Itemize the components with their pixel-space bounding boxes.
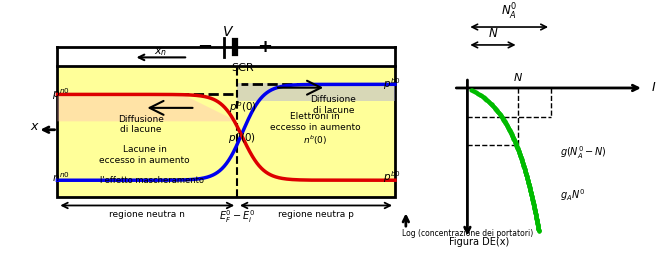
Text: $N$: $N$: [488, 27, 498, 40]
Text: $p^{b0}$: $p^{b0}$: [383, 76, 400, 92]
Text: $g(N^0_A - N)$: $g(N^0_A - N)$: [560, 144, 607, 161]
Text: l'effetto mascheramento: l'effetto mascheramento: [100, 176, 204, 185]
Text: $g_A N^0$: $g_A N^0$: [560, 188, 585, 204]
Text: $p^n(0)$: $p^n(0)$: [228, 131, 256, 146]
Text: $n^{n0}$: $n^{n0}$: [52, 170, 70, 184]
Text: $E^0_F - E^0_i$: $E^0_F - E^0_i$: [219, 208, 255, 225]
Text: Lacune in
eccesso in aumento: Lacune in eccesso in aumento: [99, 145, 190, 165]
Text: Log (concentrazione dei portatori): Log (concentrazione dei portatori): [402, 229, 534, 238]
Text: Diffusione
di lacune: Diffusione di lacune: [118, 115, 164, 134]
Text: regione neutra p: regione neutra p: [278, 210, 354, 219]
Text: x: x: [30, 120, 38, 133]
Text: SCR: SCR: [231, 63, 255, 73]
Text: $p^{b0}$: $p^{b0}$: [383, 169, 400, 185]
Text: V: V: [223, 24, 233, 38]
Polygon shape: [58, 94, 237, 121]
Text: Elettroni in
eccesso in aumento
$n^b(0)$: Elettroni in eccesso in aumento $n^b(0)$: [270, 112, 361, 147]
Text: $p^{n0}$: $p^{n0}$: [52, 86, 70, 102]
Text: $N^0_A$: $N^0_A$: [501, 2, 517, 22]
Text: $p^b(0)$: $p^b(0)$: [229, 99, 257, 115]
Text: Figura DE(x): Figura DE(x): [449, 237, 509, 247]
Text: −: −: [197, 37, 212, 56]
Text: $x_n$: $x_n$: [154, 46, 168, 58]
Text: Diffusione
di lacune: Diffusione di lacune: [310, 95, 356, 115]
Text: $N$: $N$: [513, 70, 524, 83]
Text: +: +: [257, 37, 272, 56]
Text: $I$: $I$: [651, 82, 656, 95]
Text: regione neutra n: regione neutra n: [109, 210, 185, 219]
Polygon shape: [237, 83, 395, 101]
Bar: [58, 66, 395, 197]
